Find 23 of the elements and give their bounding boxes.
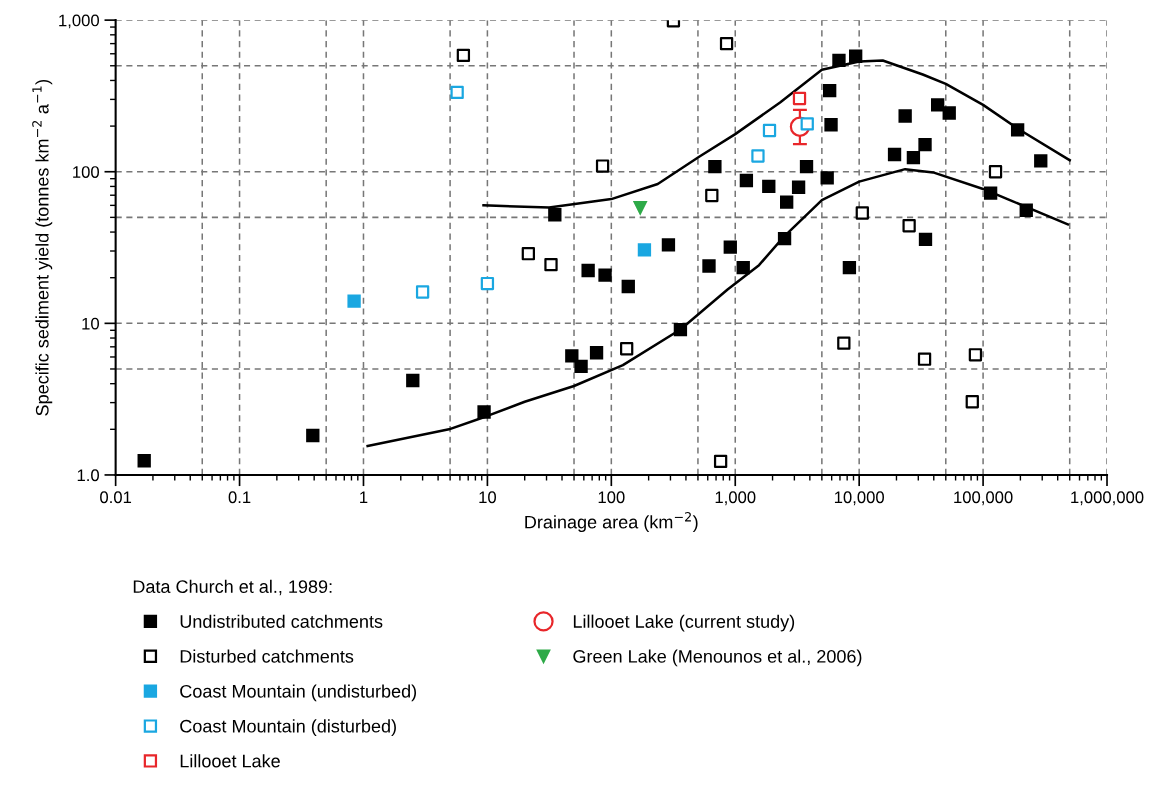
x-tick-label: 100,000 (954, 491, 1013, 506)
y-tick-label: 1.0 (77, 469, 100, 482)
y-tick-label: 1,000 (59, 14, 100, 29)
legend-title: Data Church et al., 1989: (133, 579, 332, 596)
legend-label: Green Lake (Menounos et al., 2006) (573, 649, 862, 667)
legend-label: Lillooet Lake (current study) (573, 614, 795, 632)
legend-label: Disturbed catchments (180, 649, 354, 663)
x-tick-label: 100 (598, 491, 625, 504)
x-axis-title: Drainage area (km$^{−2}$) (525, 512, 698, 533)
x-tick-label: 10 (479, 491, 497, 504)
x-tick-label: 1,000 (715, 491, 756, 506)
x-tick-label: 1 (360, 491, 368, 503)
legend-label: Coast Mountain (undisturbed) (180, 684, 417, 702)
legend-label: Undistributed catchments (180, 614, 383, 628)
x-tick-label: 1,000,000 (1071, 491, 1144, 506)
legend-label: Coast Mountain (disturbed) (180, 719, 396, 737)
x-tick-label: 0.01 (100, 491, 132, 504)
legend-label: Lillooet Lake (180, 754, 280, 768)
y-tick-label: 100 (73, 166, 100, 178)
y-axis-title: Specific sediment yield (tonnes km$^{−2}$ a$^{−1}$) (32, 79, 53, 416)
x-tick-label: 0.1 (228, 491, 251, 504)
y-tick-label: 10 (82, 317, 100, 330)
x-tick-label: 10,000 (834, 491, 885, 506)
